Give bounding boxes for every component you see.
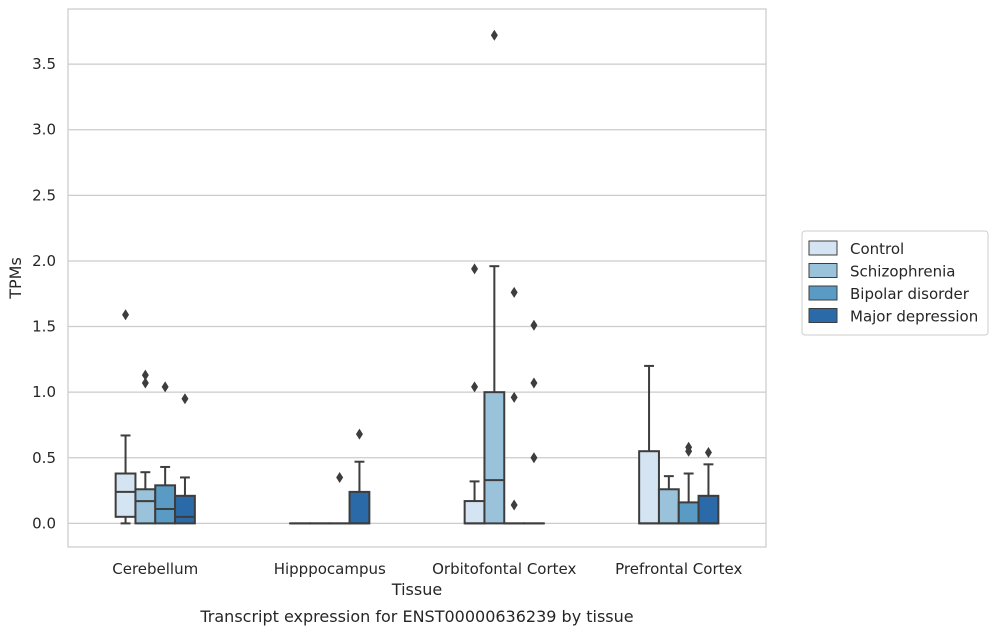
x-tick-label: Orbitofontal Cortex — [432, 560, 576, 578]
x-tick-label: Hipppocampus — [274, 560, 386, 578]
outlier-point — [510, 391, 518, 403]
legend: Control Schizophrenia Bipolar disorder Majo… — [801, 230, 989, 336]
legend-item: Bipolar disorder — [808, 285, 970, 303]
outlier-point — [530, 377, 538, 389]
y-gridlines — [68, 63, 766, 525]
box-group — [483, 29, 506, 525]
box — [677, 501, 700, 525]
outlier-point — [685, 441, 693, 453]
outlier-point — [510, 286, 518, 298]
outlier-point — [530, 319, 538, 331]
outlier-point — [161, 381, 169, 393]
outlier-point — [122, 309, 130, 321]
box-group — [463, 263, 486, 525]
x-tick-label: Cerebellum — [112, 560, 198, 578]
legend-item: Control — [808, 240, 904, 258]
legend-swatch — [808, 285, 838, 301]
outlier-point — [510, 499, 518, 511]
y-tick-label: 3.0 — [32, 121, 56, 139]
box — [483, 391, 506, 525]
box-group — [677, 441, 700, 525]
box-group — [154, 381, 177, 525]
outlier-point — [490, 29, 498, 41]
box — [657, 488, 680, 525]
x-axis-ticks: Cerebellum Hipppocampus Orbitofontal Corte… — [112, 560, 742, 578]
legend-swatch — [808, 308, 838, 323]
y-tick-label: 1.5 — [32, 318, 56, 336]
legend-item: Major depression — [808, 308, 978, 326]
legend-label: Major depression — [850, 308, 978, 326]
legend-swatch — [808, 263, 838, 278]
y-tick-label: 0.0 — [32, 514, 56, 532]
x-axis-label: Tissue — [391, 580, 442, 599]
legend-item: Schizophrenia — [808, 263, 955, 281]
box-group — [348, 428, 371, 525]
y-tick-label: 2.5 — [32, 186, 56, 204]
outlier-point — [355, 428, 363, 440]
box-group — [114, 309, 137, 525]
box — [638, 450, 660, 525]
box-group — [697, 447, 720, 525]
plot-area-frame — [67, 8, 767, 548]
box-group — [134, 369, 157, 525]
outlier-point — [141, 369, 149, 381]
box — [463, 500, 486, 525]
box-group — [174, 393, 196, 525]
legend-swatch — [808, 240, 838, 256]
box — [348, 490, 371, 525]
box-plot-marks — [114, 29, 720, 525]
outlier-point — [530, 452, 538, 464]
box-group — [657, 475, 680, 525]
y-tick-label: 0.5 — [32, 449, 56, 467]
legend-label: Bipolar disorder — [850, 285, 970, 303]
y-tick-label: 1.0 — [32, 383, 56, 401]
y-tick-label: 2.0 — [32, 252, 56, 270]
y-axis-ticks: 0.0 0.5 1.0 1.5 2.0 2.5 3.0 3.5 — [32, 55, 56, 532]
legend-label: Control — [850, 240, 904, 258]
box — [134, 488, 157, 525]
chart-caption: Transcript expression for ENST0000063623… — [199, 607, 633, 626]
legend-frame — [801, 230, 989, 336]
legend-label: Schizophrenia — [850, 263, 955, 281]
outlier-point — [471, 263, 479, 275]
box — [114, 472, 137, 518]
box-group — [638, 364, 660, 525]
box — [154, 484, 177, 525]
outlier-point — [704, 447, 712, 459]
box-group — [523, 319, 545, 525]
box-group — [503, 286, 526, 525]
y-axis-label: TPMs — [6, 257, 25, 300]
x-tick-label: Prefrontal Cortex — [615, 560, 742, 578]
outlier-point — [181, 393, 189, 405]
box — [174, 494, 196, 525]
outlier-point — [336, 471, 344, 483]
y-tick-label: 3.5 — [32, 55, 56, 73]
outlier-point — [141, 377, 149, 389]
box-group — [328, 471, 351, 525]
outlier-point — [471, 381, 479, 393]
box — [697, 494, 720, 525]
